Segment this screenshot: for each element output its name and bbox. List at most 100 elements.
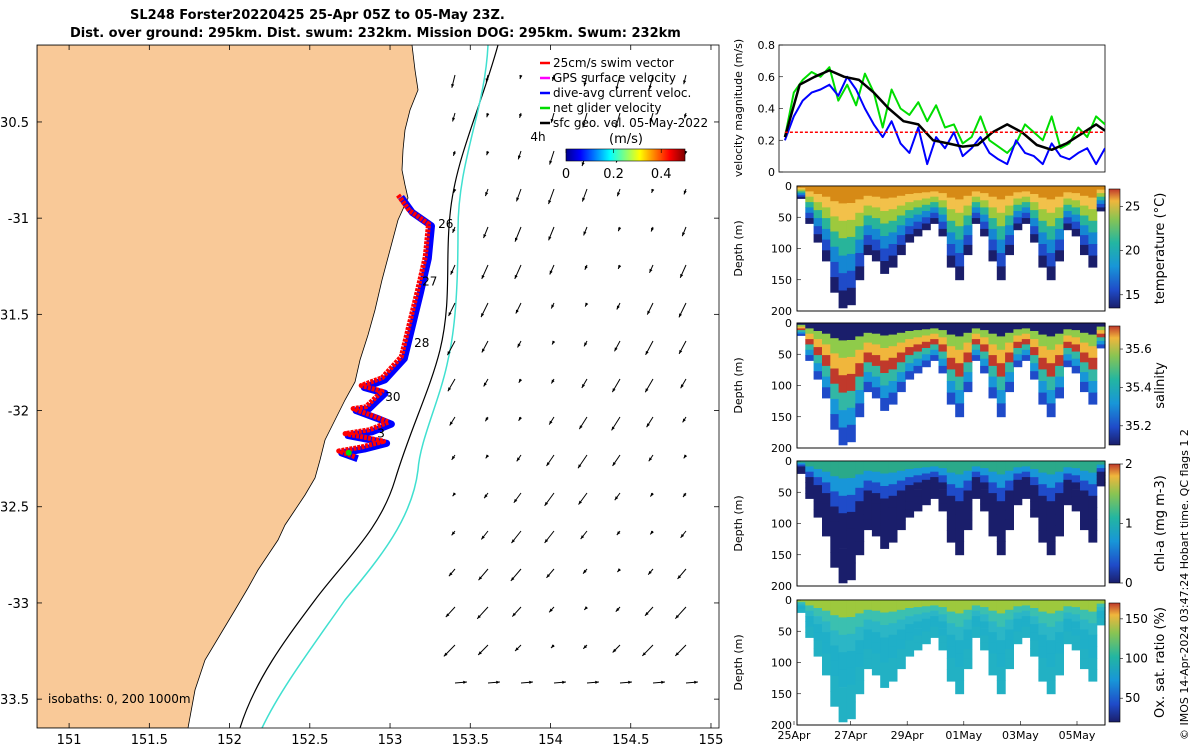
profile-cell (813, 624, 823, 633)
colorbar-label: Ox. sat. ratio (%) (1153, 607, 1168, 718)
profile-cell (822, 333, 831, 345)
legend-entry-label: dive-avg current veloc. (553, 86, 691, 100)
profile-cell (946, 634, 956, 647)
profile-cell (1088, 255, 1098, 268)
surface-velocity-arrowhead (683, 190, 687, 195)
track-day-label: 3 (377, 426, 385, 440)
profile-cell (846, 287, 856, 306)
profile-cell (1030, 600, 1039, 609)
profile-cell (822, 387, 831, 399)
profile-cell (838, 375, 848, 393)
profile-cell (830, 521, 840, 538)
profile-cell (838, 548, 848, 566)
profile-cell (921, 204, 931, 212)
profile-cell (913, 496, 923, 505)
profile-cell (846, 562, 856, 581)
profile-cell (838, 565, 848, 584)
profile-cell (930, 616, 940, 622)
surface-velocity-arrowhead (650, 492, 654, 497)
profile-cell (913, 628, 923, 637)
profile-cell (797, 193, 806, 196)
profile-cell (805, 466, 815, 473)
depth-tick-label: 50 (778, 625, 792, 638)
surface-velocity-arrowhead (614, 496, 619, 501)
colorbar-tick-label: 2 (1125, 457, 1133, 471)
profile-cell (880, 461, 890, 474)
profile-cell (888, 669, 898, 682)
profile-cell (871, 493, 881, 505)
surface-velocity-arrowhead (585, 302, 589, 307)
date-tick-label: 05May (1059, 729, 1096, 742)
profile-cell (971, 616, 981, 622)
depth-axis-label: Depth (m) (732, 357, 745, 413)
profile-cell (1013, 612, 1023, 620)
profile-cell (863, 639, 873, 650)
profile-cell (830, 491, 840, 507)
profile-cell (955, 336, 965, 351)
profile-cell (1055, 503, 1064, 515)
profile-cell (896, 490, 906, 501)
profile-cell (971, 626, 981, 633)
profile-cell (996, 514, 1006, 529)
surface-velocity-arrowhead (481, 313, 485, 318)
profile-cell (846, 650, 856, 669)
profile-cell (996, 323, 1006, 337)
profile-cell (1096, 482, 1106, 487)
profile-cell (930, 461, 940, 467)
profile-cell (1063, 217, 1073, 224)
profile-cell (888, 646, 898, 659)
profile-cell (1080, 629, 1089, 640)
depth-tick-label: 100 (771, 380, 792, 393)
profile-cell (905, 347, 915, 356)
profile-cell (830, 216, 840, 232)
surface-velocity-arrowhead (683, 493, 687, 498)
profile-cell (1063, 204, 1073, 212)
profile-cell (1030, 469, 1039, 478)
profile-cell (1063, 625, 1073, 632)
profile-cell (855, 653, 865, 668)
profile-cell (896, 519, 906, 531)
profile-cell (913, 614, 923, 622)
profile-cell (1038, 244, 1048, 256)
profile-cell (921, 600, 931, 607)
surface-velocity-arrowhead (516, 197, 520, 202)
profile-cell (1071, 600, 1081, 608)
profile-cell (988, 250, 998, 262)
profile-cell (963, 519, 973, 531)
profile-cell (988, 196, 998, 208)
profile-cell (930, 349, 940, 356)
profile-cell (1088, 346, 1098, 359)
profile-cell (1021, 621, 1031, 628)
profile-cell (921, 354, 931, 361)
profile-cell (963, 362, 973, 373)
profile-cell (1055, 376, 1064, 388)
surface-velocity-arrowhead (483, 234, 487, 239)
profile-section-fill (797, 600, 1106, 723)
profile-cell (938, 496, 948, 505)
profile-cell (1063, 341, 1073, 349)
profile-cell (813, 363, 823, 372)
profile-cell (938, 642, 948, 651)
surface-velocity-arrowhead (694, 680, 698, 684)
timescale-label: 4h (530, 130, 545, 144)
profile-cell (863, 195, 873, 206)
profile-cell (1038, 346, 1048, 359)
profile-cell (871, 514, 881, 526)
profile-cell (963, 510, 973, 521)
profile-cell (846, 511, 856, 530)
profile-cell (913, 503, 923, 512)
profile-cell (1030, 339, 1039, 348)
profile-cell (1038, 186, 1048, 198)
profile-cell (921, 329, 931, 336)
profile-cell (1005, 480, 1014, 491)
profile-cell (1088, 357, 1098, 370)
profile-cell (888, 623, 898, 636)
profile-cell (1088, 381, 1098, 393)
profile-cell (855, 680, 865, 695)
profile-cell (1038, 507, 1048, 520)
profile-cell (921, 217, 931, 224)
profile-cell (996, 349, 1006, 364)
profile-cell (955, 461, 965, 475)
profile-cell (1080, 362, 1089, 373)
surface-velocity-arrowhead (618, 227, 622, 232)
